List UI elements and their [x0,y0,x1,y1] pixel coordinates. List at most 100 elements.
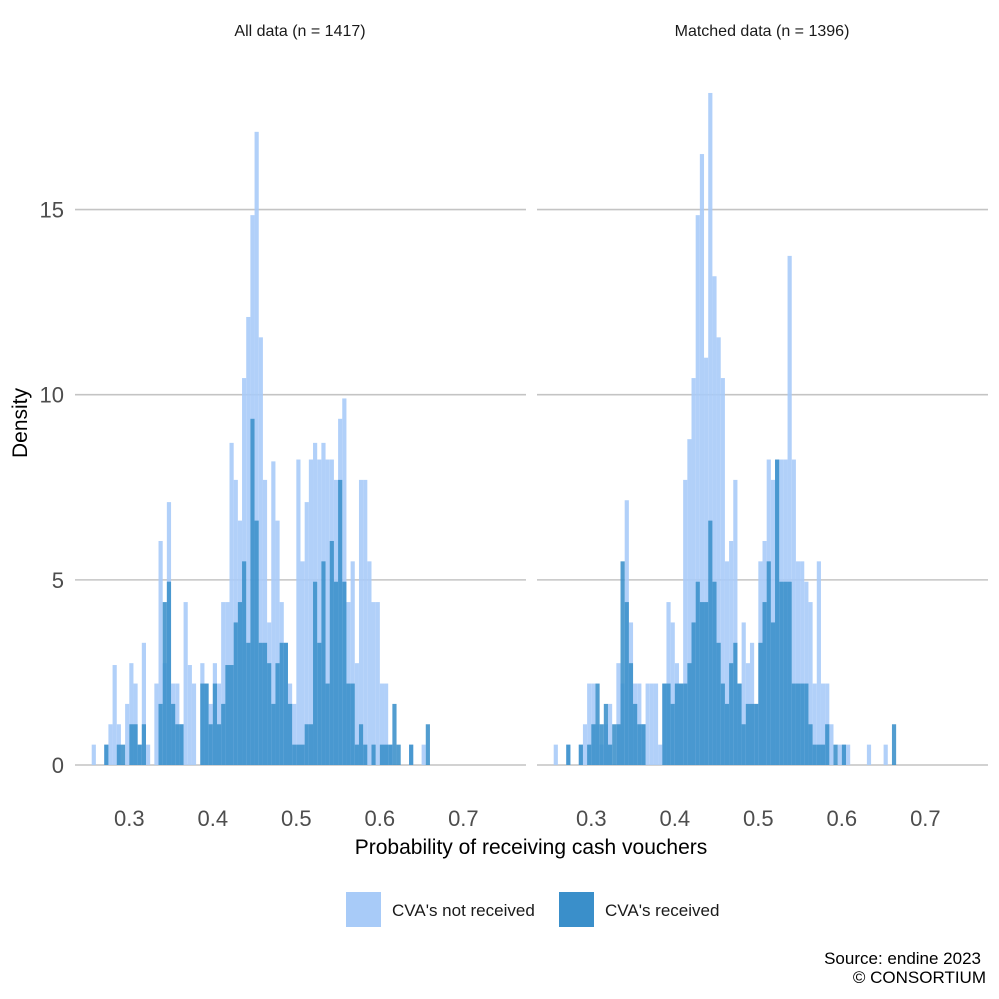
bar-received [787,581,792,765]
bar-not-received [246,316,251,765]
bar-received [749,703,755,765]
legend-swatch-not-received [346,892,381,927]
bar-received [841,744,847,765]
bar-received [388,744,393,765]
bar-received [304,724,309,765]
bar-not-received [729,540,734,765]
bar-received [666,683,671,765]
bar-not-received [363,479,368,765]
bar-not-received [808,602,813,765]
bar-received [800,683,805,765]
bar-not-received [158,540,163,765]
bar-received [641,724,646,765]
y-tick-label: 10 [40,383,64,408]
bar-received [612,724,617,765]
bar-received [770,622,776,765]
bar-not-received [716,337,721,765]
bar-received [246,642,251,765]
bar-received [229,665,234,765]
bar-received [775,459,780,765]
bar-not-received [129,663,134,765]
bar-received [350,683,355,765]
bar-received [325,683,330,765]
bar-not-received [108,724,113,765]
bar-received [363,744,368,765]
bar-not-received [145,744,151,765]
bar-received [825,724,830,765]
bar-received [212,683,217,765]
bar-not-received [221,602,226,765]
bar-received [708,520,713,765]
legend: CVA's not received CVA's received [346,892,719,927]
bar-not-received [820,683,826,765]
bar-not-received [350,561,355,765]
bar-received [587,744,592,765]
bar-received [578,744,583,765]
bar-received [624,602,629,765]
bar-not-received [837,744,842,765]
bar-received [699,602,705,765]
bar-not-received [304,502,309,765]
bar-not-received [787,255,792,766]
bar-not-received [695,215,700,765]
panel-all-data-bars-received [104,418,430,765]
bar-received [637,724,642,765]
bar-received [279,642,284,765]
bar-not-received [704,357,709,765]
bar-not-received [645,683,650,765]
bar-received [724,703,730,765]
bar-received [409,744,414,765]
bar-received [354,744,359,765]
legend-label-received: CVA's received [605,901,719,920]
bar-received [804,683,809,765]
bar-not-received [712,276,717,765]
bar-not-received [653,683,659,765]
bar-not-received [812,683,817,765]
bar-received [321,561,326,765]
bar-not-received [883,744,888,765]
bar-not-received [371,602,376,765]
bar-not-received [229,442,234,765]
bar-not-received [800,561,805,765]
bar-not-received [187,665,192,765]
bar-received [599,724,604,765]
bar-not-received [317,459,322,765]
y-tick-label: 5 [52,568,64,593]
bar-not-received [354,663,359,765]
bar-received [162,602,167,765]
bar-not-received [658,744,663,765]
bar-received [179,724,184,765]
bar-received [329,540,334,765]
bar-not-received [733,479,738,765]
bar-not-received [91,744,96,765]
bar-received [392,703,397,765]
bar-not-received [553,744,558,765]
bar-not-received [254,131,259,766]
bar-received [425,724,430,765]
y-tick-label: 15 [40,198,64,223]
x-tick-label: 0.7 [910,806,941,831]
bar-received [158,703,163,765]
bar-received [762,602,767,765]
panel-all-data: All data (n = 1417) [75,23,526,766]
bar-received [729,663,734,765]
legend-swatch-received [559,892,594,927]
panel-matched-data-bars-received [566,459,897,765]
bar-received [137,744,142,765]
bar-received [595,683,600,765]
bar-not-received [795,561,801,765]
bar-received [695,581,700,765]
bar-received [221,703,226,765]
bar-not-received [687,439,692,765]
bar-not-received [720,378,725,765]
bar-received [300,744,305,765]
bar-received [566,744,571,765]
bar-not-received [358,479,364,765]
bar-received [333,581,339,765]
x-tick-label: 0.6 [365,806,396,831]
bar-received [271,703,276,765]
bar-not-received [296,459,301,765]
bar-not-received [846,744,851,765]
bar-received [262,642,268,765]
bar-received [720,683,725,765]
